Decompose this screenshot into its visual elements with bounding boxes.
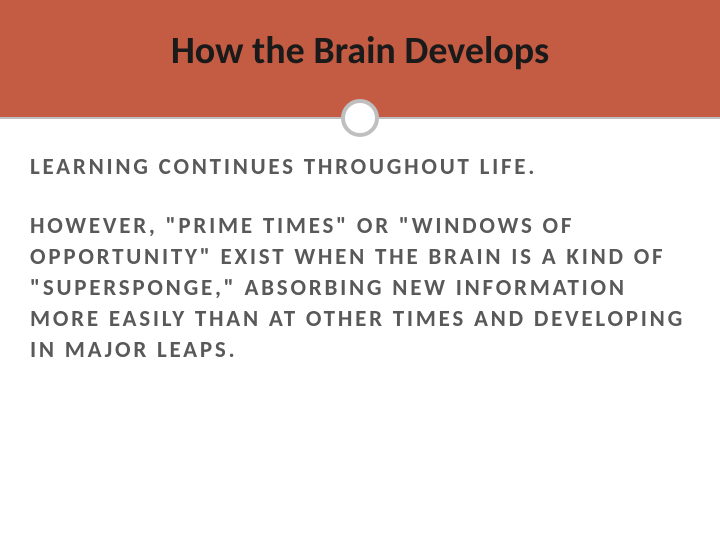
title-band: How the Brain Develops xyxy=(0,0,720,118)
content-area: LEARNING CONTINUES THROUGHOUT LIFE. HOWE… xyxy=(0,118,720,414)
paragraph-2: HOWEVER, "PRIME TIMES" OR "WINDOWS OF OP… xyxy=(30,211,690,366)
paragraph-1: LEARNING CONTINUES THROUGHOUT LIFE. xyxy=(30,152,690,183)
divider-circle-icon xyxy=(341,99,379,137)
